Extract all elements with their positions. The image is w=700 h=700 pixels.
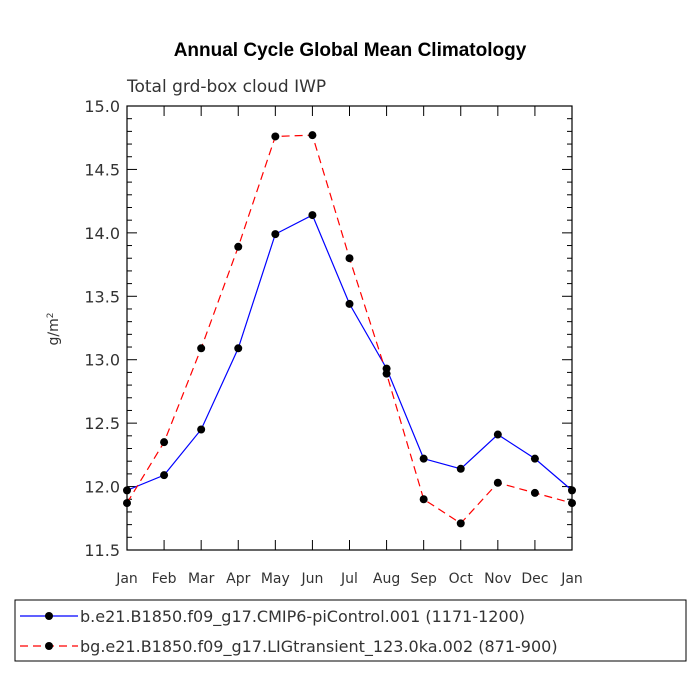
legend-label-2: bg.e21.B1850.f09_g17.LIGtransient_123.0k… [80,637,558,657]
x-tick-label: Jan [560,571,583,587]
series-lines [126,134,573,525]
x-tick-label: Mar [188,571,215,587]
x-tick-label: Dec [521,571,548,587]
series-2-point [160,438,169,447]
series-1-point [308,211,317,220]
series-1-point [456,464,465,473]
series-1-point [568,486,576,495]
legend: b.e21.B1850.f09_g17.CMIP6-piControl.001 … [20,607,558,657]
chart-title: Annual Cycle Global Mean Climatology [174,40,527,61]
series-1-point [234,344,243,353]
y-tick-label: 14.0 [84,224,120,243]
x-tick-label: Apr [226,571,250,587]
x-tick-label: Aug [373,571,400,587]
series-2-point [568,499,576,508]
legend-box [14,599,687,662]
y-tick-label: 13.0 [84,351,120,370]
plot-area-frame [126,105,573,551]
y-tick-label: 12.5 [84,414,120,433]
y-tick-label: 12.0 [84,478,120,497]
chart-subtitle: Total grd-box cloud IWP [126,77,326,97]
x-tick-label: Jan [115,571,138,587]
y-tick-label: 11.5 [84,541,120,560]
series-1-point [123,486,131,495]
x-tick-label: Oct [449,571,474,587]
y-tick-label: 13.5 [84,287,120,306]
series-2-point [197,344,206,353]
series-points [123,131,576,528]
x-tick-label: May [261,571,290,587]
series-1-point [345,299,354,308]
y-axis-label: g/m2 [46,313,62,346]
series-2-point [382,369,391,378]
series-2-point [308,131,317,140]
x-tick-label: Jun [300,571,323,587]
y-tick-label: 15.0 [84,97,120,116]
series-2-point [234,242,243,251]
x-tick-labels: Jan Feb Mar Apr May Jun Jul Aug Sep Oct Nov Dec Jan [115,571,583,587]
series-2-point [456,519,465,528]
legend-label-1: b.e21.B1850.f09_g17.CMIP6-piControl.001 … [80,607,525,627]
series-2-point [345,254,354,263]
x-tick-label: Sep [410,571,437,587]
series-1-point [271,230,280,239]
x-tick-label: Jul [340,571,358,587]
series-2-point [271,132,280,141]
series-2-point [530,488,539,497]
series-1-point [160,471,169,480]
series-2-point [493,478,502,487]
x-tick-label: Nov [484,571,511,587]
legend-marker-1 [45,612,53,620]
series-line-2 [126,134,573,525]
y-tick-label: 14.5 [84,160,120,179]
series-2-point [123,499,131,508]
axis-ticks [126,105,573,551]
legend-marker-2 [45,642,53,650]
series-1-point [493,430,502,439]
series-1-point [530,454,539,463]
series-2-point [419,495,428,504]
x-tick-label: Feb [152,571,177,587]
series-1-point [197,425,206,434]
y-tick-labels: 11.5 12.0 12.5 13.0 13.5 14.0 14.5 15.0 [84,97,120,560]
series-1-point [419,454,428,463]
